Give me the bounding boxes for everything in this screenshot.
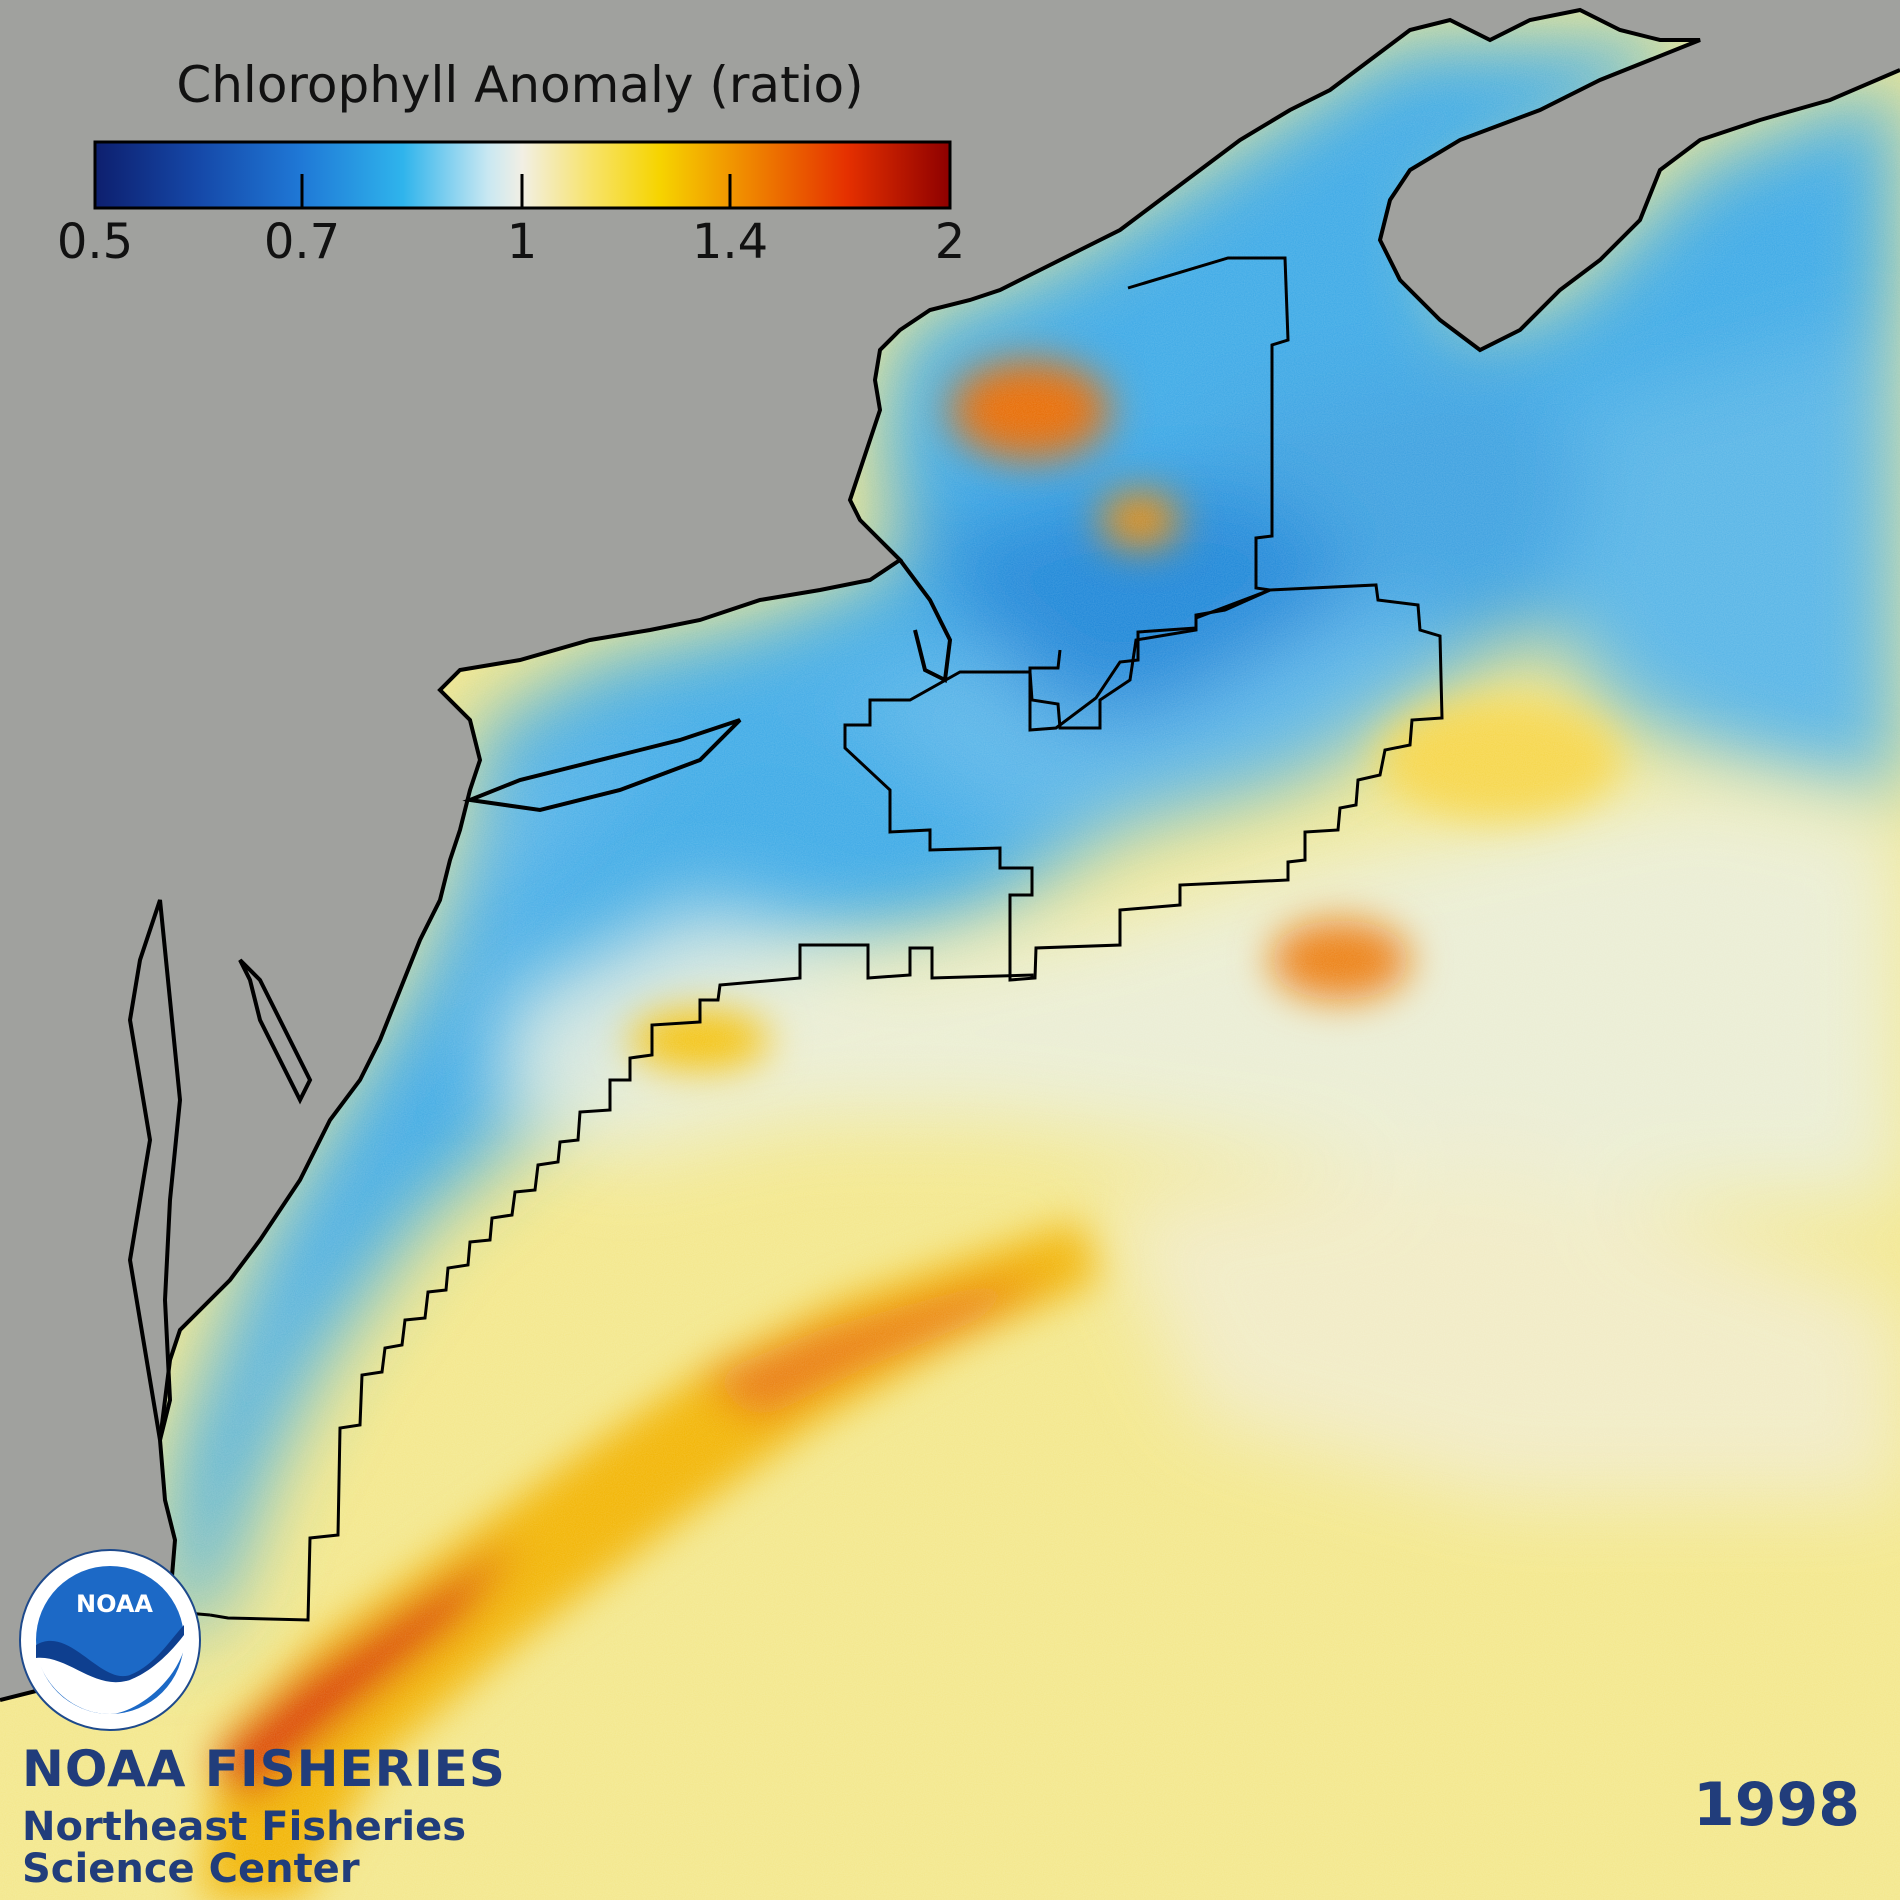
chesapeake-bay — [127, 899, 183, 1441]
region-boundary-georges-bank — [843, 583, 1444, 982]
colorbar-label-2: 1 — [506, 214, 538, 270]
long-island — [462, 718, 742, 813]
center-name-line1: Northeast Fisheries — [22, 1804, 467, 1850]
region-boundary-gulf-of-maine — [1028, 256, 1290, 732]
center-name-line2: Science Center — [22, 1846, 360, 1892]
colorbar-label-1: 0.7 — [263, 214, 341, 270]
colorbar-label-4: 2 — [934, 214, 966, 270]
year-label: 1998 — [1693, 1770, 1860, 1840]
colorbar-label-0: 0.5 — [56, 214, 134, 270]
colorbar-label-3: 1.4 — [691, 214, 769, 270]
noaa-logo — [19, 1549, 201, 1731]
noaa-logo-text: NOAA — [76, 1590, 153, 1618]
colorbar-title: Chlorophyll Anomaly (ratio) — [176, 56, 864, 114]
agency-name: NOAA FISHERIES — [22, 1740, 506, 1798]
delaware-bay — [238, 958, 313, 1105]
cape-cod — [898, 558, 953, 684]
coastline — [0, 7, 1900, 1702]
region-boundary-mid-atlantic — [209, 943, 1034, 1622]
